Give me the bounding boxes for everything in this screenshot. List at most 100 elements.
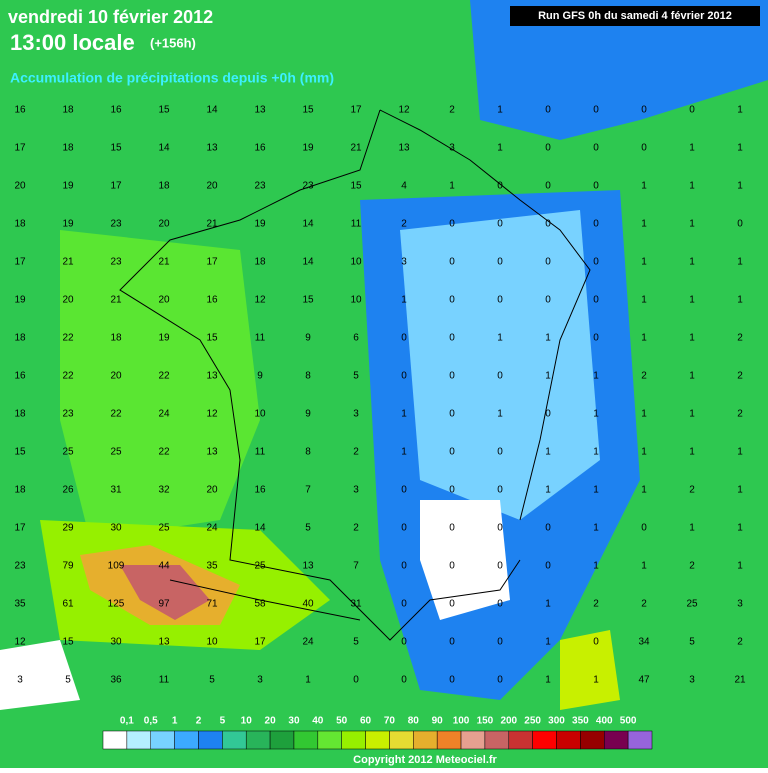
map-value: 5 bbox=[65, 675, 71, 686]
map-value: 0 bbox=[545, 409, 551, 420]
legend-swatch bbox=[556, 730, 581, 750]
map-value: 18 bbox=[254, 257, 266, 268]
legend-swatch bbox=[508, 730, 533, 750]
map-value: 0 bbox=[449, 599, 455, 610]
map-value: 15 bbox=[206, 333, 218, 344]
map-value: 21 bbox=[206, 219, 218, 230]
border bbox=[379, 109, 591, 521]
map-value: 26 bbox=[62, 485, 74, 496]
legend-swatch bbox=[222, 730, 247, 750]
map-value: 6 bbox=[353, 333, 359, 344]
legend-label: 200 bbox=[500, 716, 517, 727]
legend-label: 400 bbox=[596, 716, 613, 727]
map-value: 8 bbox=[305, 447, 311, 458]
map-value: 1 bbox=[737, 523, 743, 534]
legend-label: 20 bbox=[265, 716, 277, 727]
map-value: 0 bbox=[593, 143, 599, 154]
map-value: 23 bbox=[302, 181, 314, 192]
legend-label: 60 bbox=[360, 716, 372, 727]
map-value: 17 bbox=[14, 143, 26, 154]
map-value: 5 bbox=[209, 675, 215, 686]
map-value: 25 bbox=[110, 447, 122, 458]
legend-label: 1 bbox=[172, 716, 178, 727]
map-value: 0 bbox=[593, 637, 599, 648]
map-value: 1 bbox=[641, 181, 647, 192]
map-value: 0 bbox=[449, 523, 455, 534]
map-value: 1 bbox=[545, 333, 551, 344]
map-value: 20 bbox=[62, 295, 74, 306]
map-value: 2 bbox=[737, 371, 743, 382]
map-value: 97 bbox=[158, 599, 170, 610]
map-value: 1 bbox=[545, 675, 551, 686]
map-value: 15 bbox=[62, 637, 74, 648]
map-value: 17 bbox=[206, 257, 218, 268]
map-value: 1 bbox=[737, 485, 743, 496]
map-value: 14 bbox=[206, 105, 218, 116]
map-value: 2 bbox=[641, 599, 647, 610]
legend-swatch bbox=[150, 730, 175, 750]
map-value: 1 bbox=[401, 295, 407, 306]
map-value: 0 bbox=[449, 371, 455, 382]
map-value: 25 bbox=[158, 523, 170, 534]
map-value: 3 bbox=[17, 675, 23, 686]
map-value: 0 bbox=[449, 257, 455, 268]
map-value: 0 bbox=[497, 371, 503, 382]
map-value: 109 bbox=[108, 561, 125, 572]
map-value: 16 bbox=[254, 143, 266, 154]
map-value: 1 bbox=[689, 371, 695, 382]
legend-swatch bbox=[627, 730, 653, 750]
map-value: 1 bbox=[689, 409, 695, 420]
border bbox=[169, 579, 361, 621]
map-value: 13 bbox=[158, 637, 170, 648]
map-value: 24 bbox=[158, 409, 170, 420]
map-value: 13 bbox=[254, 105, 266, 116]
map-value: 21 bbox=[62, 257, 74, 268]
map-value: 18 bbox=[62, 143, 74, 154]
map-value: 0 bbox=[641, 523, 647, 534]
legend-label: 10 bbox=[241, 716, 253, 727]
map-value: 1 bbox=[737, 295, 743, 306]
map-value: 18 bbox=[14, 409, 26, 420]
map-value: 0 bbox=[593, 257, 599, 268]
map-value: 1 bbox=[689, 219, 695, 230]
map-value: 0 bbox=[401, 599, 407, 610]
map-value: 5 bbox=[353, 371, 359, 382]
map-value: 1 bbox=[641, 257, 647, 268]
map-value: 9 bbox=[257, 371, 263, 382]
map-value: 1 bbox=[689, 143, 695, 154]
map-value: 18 bbox=[110, 333, 122, 344]
map-value: 0 bbox=[353, 675, 359, 686]
map-value: 1 bbox=[545, 485, 551, 496]
map-value: 1 bbox=[737, 447, 743, 458]
map-value: 2 bbox=[641, 371, 647, 382]
legend-label: 300 bbox=[548, 716, 565, 727]
map-value: 20 bbox=[206, 181, 218, 192]
map-value: 13 bbox=[206, 447, 218, 458]
map-value: 1 bbox=[689, 447, 695, 458]
legend-swatch bbox=[365, 730, 390, 750]
map-value: 1 bbox=[593, 485, 599, 496]
map-value: 0 bbox=[401, 561, 407, 572]
map-value: 21 bbox=[110, 295, 122, 306]
legend-swatch bbox=[269, 730, 295, 750]
map-value: 2 bbox=[401, 219, 407, 230]
precip-zone bbox=[420, 500, 510, 620]
legend-label: 50 bbox=[336, 716, 348, 727]
map-value: 34 bbox=[638, 637, 650, 648]
map-value: 3 bbox=[353, 409, 359, 420]
map-value: 12 bbox=[206, 409, 218, 420]
map-value: 1 bbox=[689, 181, 695, 192]
map-value: 12 bbox=[254, 295, 266, 306]
map-value: 0 bbox=[497, 485, 503, 496]
map-value: 17 bbox=[110, 181, 122, 192]
map-value: 1 bbox=[641, 333, 647, 344]
time: 13:00 locale bbox=[10, 30, 135, 55]
map-value: 0 bbox=[545, 523, 551, 534]
map-value: 14 bbox=[302, 257, 314, 268]
map-value: 2 bbox=[737, 333, 743, 344]
map-value: 2 bbox=[593, 599, 599, 610]
map-value: 36 bbox=[110, 675, 122, 686]
map-value: 25 bbox=[62, 447, 74, 458]
legend-label: 40 bbox=[312, 716, 324, 727]
